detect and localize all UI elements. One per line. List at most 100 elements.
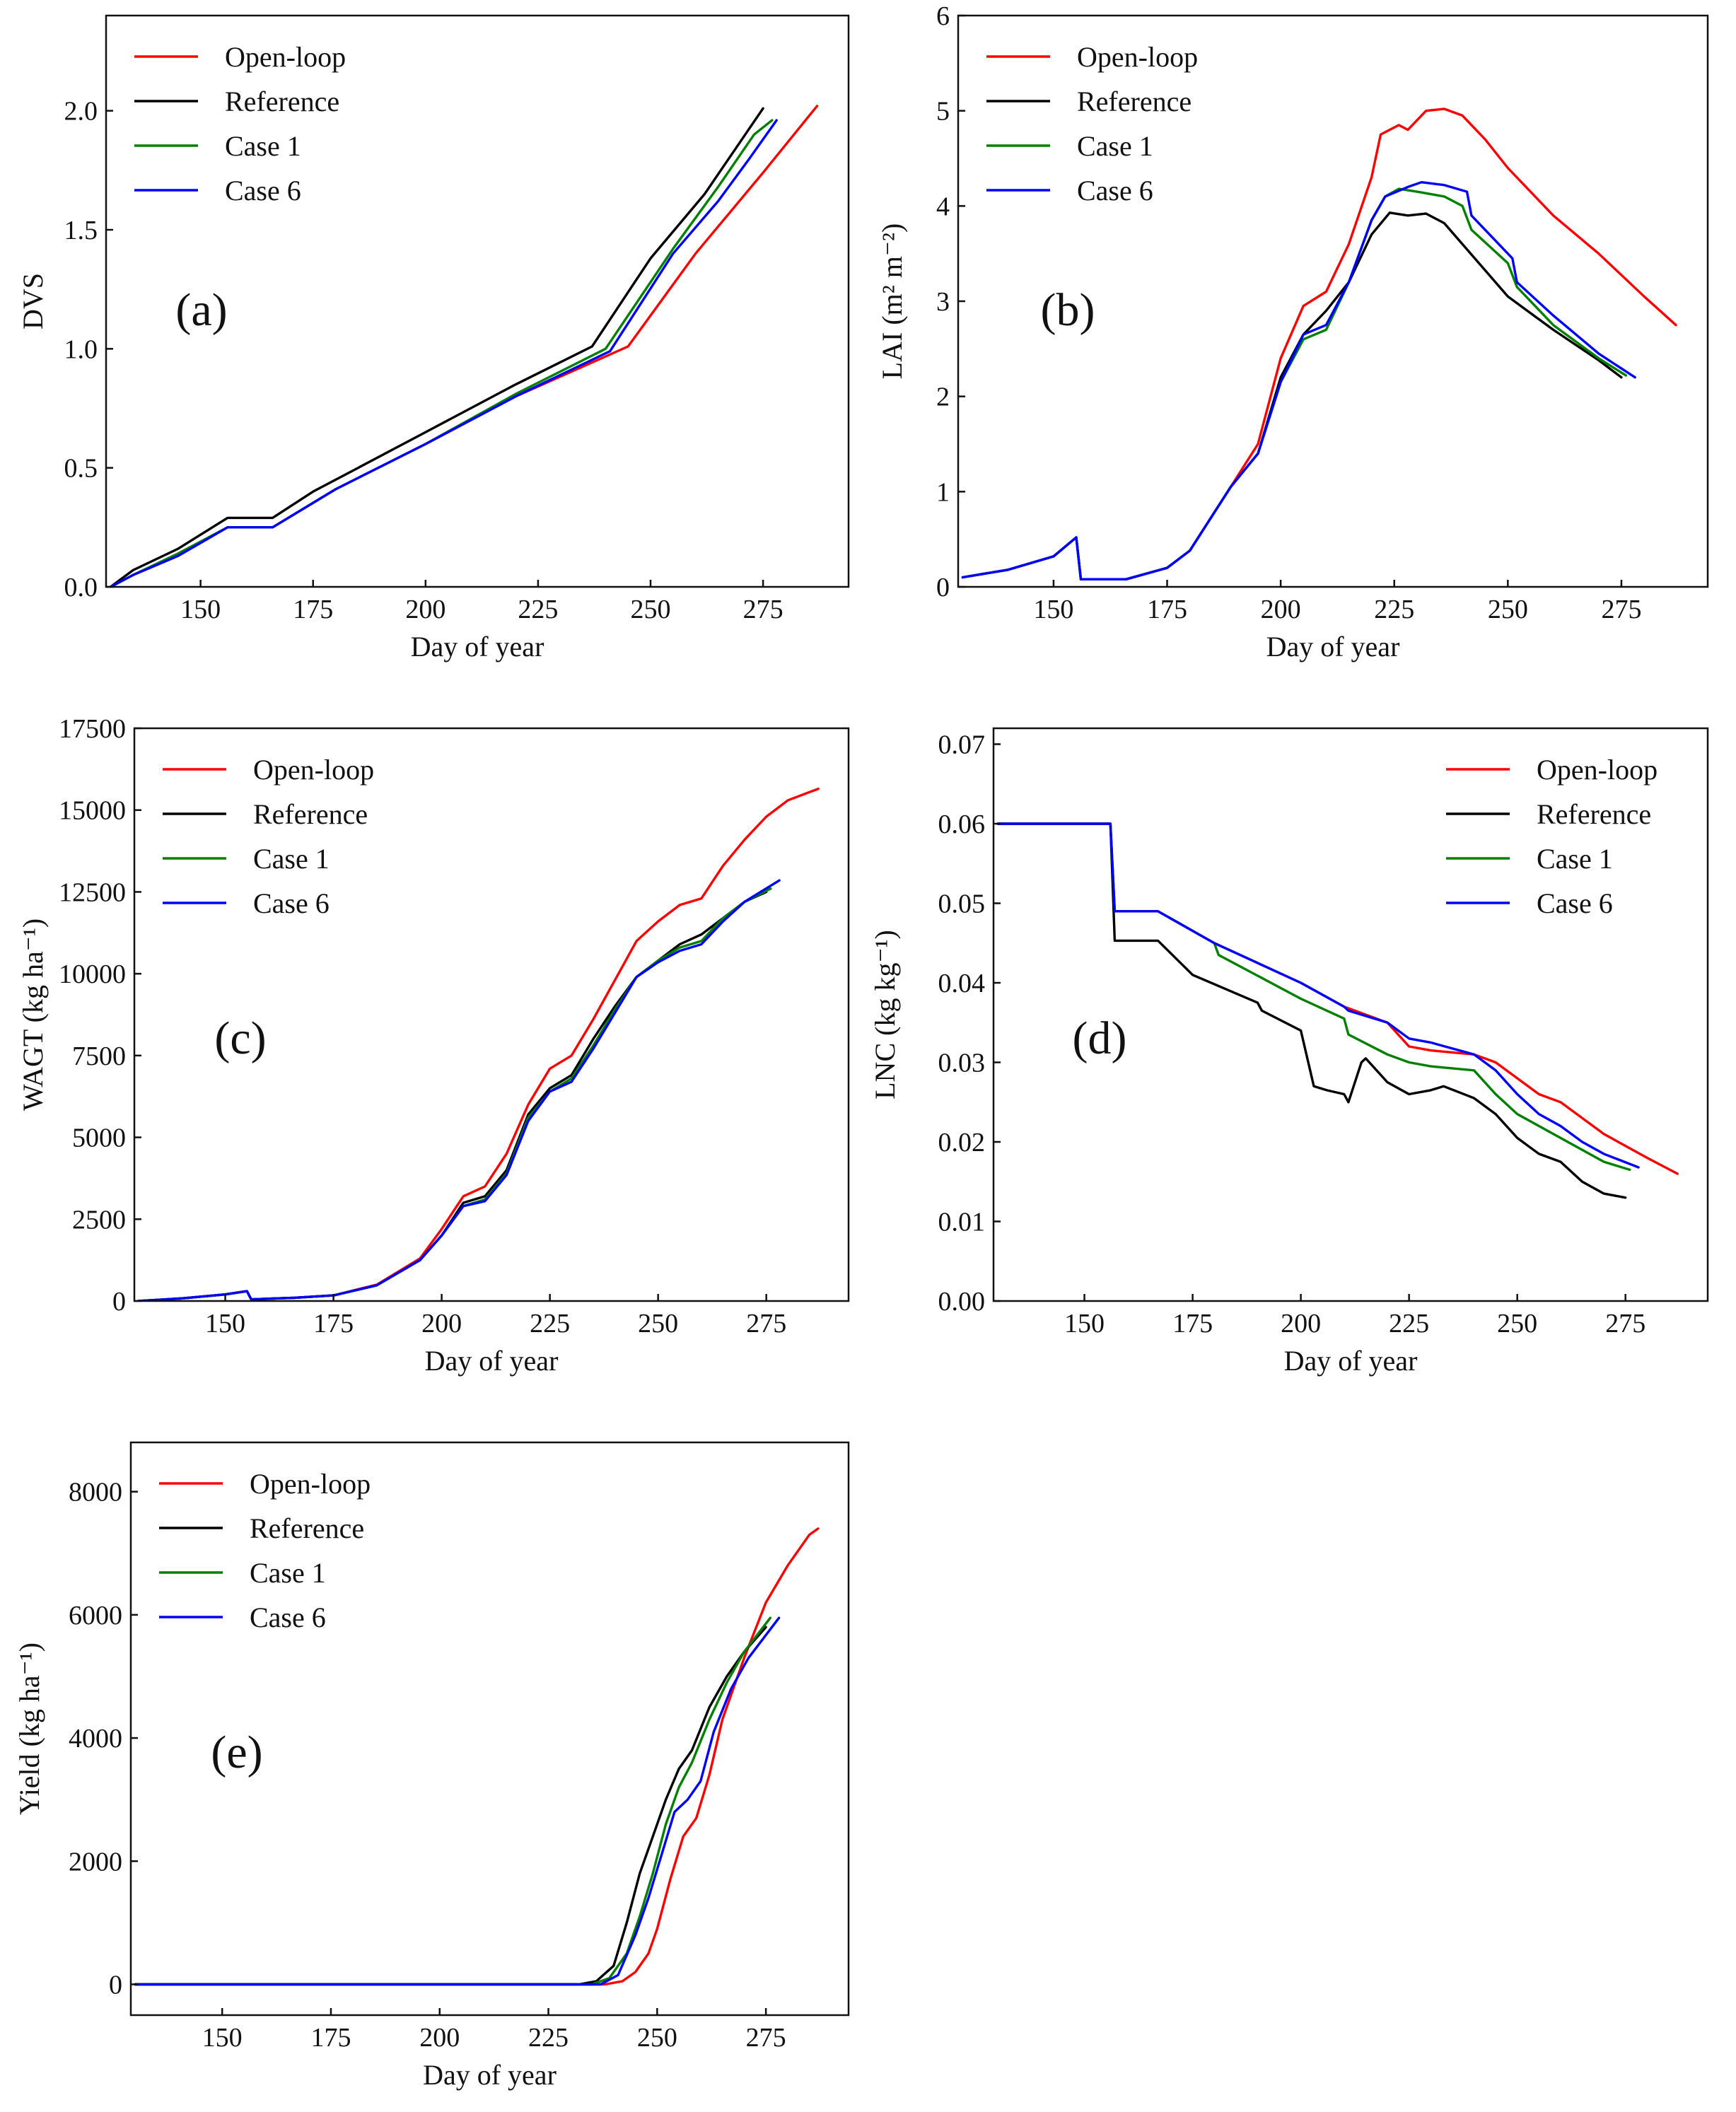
y-tick-label: 10000	[59, 959, 126, 989]
y-tick-label: 0.00	[938, 1287, 986, 1317]
legend-label: Open-loop	[253, 754, 374, 786]
y-tick-label: 0.5	[64, 454, 98, 484]
y-tick-label: 7500	[72, 1042, 126, 1071]
y-axis-label: WAGT (kg ha⁻¹)	[17, 918, 49, 1111]
y-tick-label: 0.0	[64, 573, 98, 602]
y-tick-label: 8000	[69, 1478, 122, 1507]
x-tick-label: 275	[1605, 1309, 1645, 1338]
x-axis-label: Day of year	[425, 1345, 559, 1377]
legend-label: Case 6	[1537, 887, 1613, 919]
x-axis-label: Day of year	[411, 631, 544, 663]
series-line-open-loop	[961, 107, 1677, 580]
y-tick-label: 0.03	[938, 1049, 986, 1078]
plot-frame	[133, 727, 850, 1302]
x-tick-label: 200	[1281, 1309, 1321, 1338]
x-tick-label: 275	[1601, 595, 1641, 624]
series-group	[109, 105, 819, 587]
x-axis-label: Day of year	[1284, 1345, 1418, 1377]
x-tick-label: 175	[1172, 1309, 1213, 1338]
x-tick-label: 200	[421, 1309, 462, 1338]
y-tick-label: 4000	[69, 1724, 122, 1754]
series-line-case-1	[109, 119, 774, 587]
y-tick-label: 0.04	[938, 969, 986, 998]
x-tick-label: 150	[202, 2023, 243, 2053]
series-line-case-1	[961, 187, 1628, 580]
panel-label: (e)	[211, 1727, 262, 1778]
x-tick-label: 225	[1389, 1309, 1429, 1338]
x-tick-label: 175	[1147, 595, 1187, 624]
series-group	[961, 107, 1677, 580]
y-tick-label: 5000	[72, 1124, 126, 1153]
series-group	[996, 822, 1679, 1199]
legend-label: Open-loop	[225, 41, 346, 73]
x-tick-label: 275	[746, 1309, 786, 1338]
y-tick-label: 12500	[59, 877, 126, 907]
y-tick-label: 17500	[59, 714, 126, 744]
series-line-case-1	[137, 887, 772, 1301]
plot-frame	[105, 14, 850, 588]
legend-label: Reference	[253, 798, 368, 830]
legend-label: Case 1	[225, 130, 301, 162]
series-line-reference	[109, 107, 764, 587]
x-axis-label: Day of year	[1266, 631, 1400, 663]
series-line-case-6	[137, 879, 781, 1301]
panel-label: (a)	[175, 284, 227, 336]
y-tick-label: 2000	[69, 1847, 122, 1877]
plot-frame	[129, 1441, 850, 2017]
legend-label: Open-loop	[1537, 754, 1658, 786]
panel-b: 150 175 200 225 250 275 0 1 2 3 4 5 6 Day of year LAI …	[876, 1, 1709, 663]
series-line-reference	[134, 1626, 767, 1986]
series-line-case-1	[134, 1616, 772, 1986]
series-line-open-loop	[996, 822, 1679, 1175]
x-tick-label: 175	[313, 1309, 354, 1338]
panel-label: (c)	[214, 1013, 266, 1064]
y-tick-label: 1	[936, 477, 950, 507]
x-tick-label: 175	[293, 595, 333, 624]
x-tick-label: 275	[743, 595, 783, 624]
panel-d: 150 175 200 225 250 275 0.00 0.01 0.02 0.03 0.04 0.…	[869, 727, 1709, 1377]
legend-label: Case 6	[225, 175, 301, 206]
legend-label: Open-loop	[250, 1468, 371, 1500]
y-axis-label: LAI (m² m⁻²)	[876, 223, 908, 380]
y-tick-label: 3	[936, 287, 950, 317]
series-line-case-6	[961, 181, 1636, 580]
legend-label: Reference	[1077, 86, 1192, 117]
legend-label: Reference	[1537, 798, 1651, 830]
x-axis-label: Day of year	[423, 2059, 557, 2091]
x-tick-label: 225	[530, 1309, 570, 1338]
y-tick-label: 0.07	[938, 730, 986, 760]
series-group	[137, 787, 820, 1301]
plot-frame	[992, 727, 1709, 1302]
legend-label: Case 6	[1077, 175, 1153, 206]
y-tick-label: 6000	[69, 1601, 122, 1630]
series-line-open-loop	[134, 1527, 820, 1986]
y-tick-label: 0	[112, 1287, 126, 1317]
panel-c: 150 175 200 225 250 275 0 2500 5000 7500 10000 1250…	[17, 714, 850, 1377]
y-tick-label: 0.02	[938, 1128, 986, 1157]
y-tick-label: 5	[936, 97, 950, 127]
y-tick-label: 2	[936, 383, 950, 412]
y-axis-label: DVS	[17, 273, 49, 329]
series-line-case-6	[134, 1616, 781, 1986]
y-axis-label: LNC (kg kg⁻¹)	[869, 930, 901, 1099]
y-tick-label: 15000	[59, 796, 126, 826]
series-line-reference	[961, 211, 1623, 580]
x-tick-label: 250	[631, 595, 671, 624]
x-tick-label: 150	[180, 595, 221, 624]
panel-label: (b)	[1041, 284, 1095, 336]
x-tick-label: 175	[310, 2023, 351, 2053]
y-tick-label: 1.0	[64, 334, 98, 364]
legend: Open-loop Reference Case 1 Case 6	[134, 41, 346, 206]
y-tick-label: 0	[109, 1970, 122, 2000]
x-tick-label: 150	[1033, 595, 1073, 624]
y-tick-label: 0.05	[938, 889, 986, 919]
panel-e: 150 175 200 225 250 275 0 2000 4000 6000 8000 Day o…	[13, 1441, 850, 2091]
x-tick-label: 225	[518, 595, 558, 624]
y-tick-label: 2500	[72, 1205, 126, 1235]
x-tick-label: 225	[528, 2023, 569, 2053]
series-line-case-6	[109, 119, 778, 587]
x-tick-label: 200	[1261, 595, 1301, 624]
legend: Open-loop Reference Case 1 Case 6	[986, 41, 1198, 206]
x-tick-label: 150	[205, 1309, 245, 1338]
